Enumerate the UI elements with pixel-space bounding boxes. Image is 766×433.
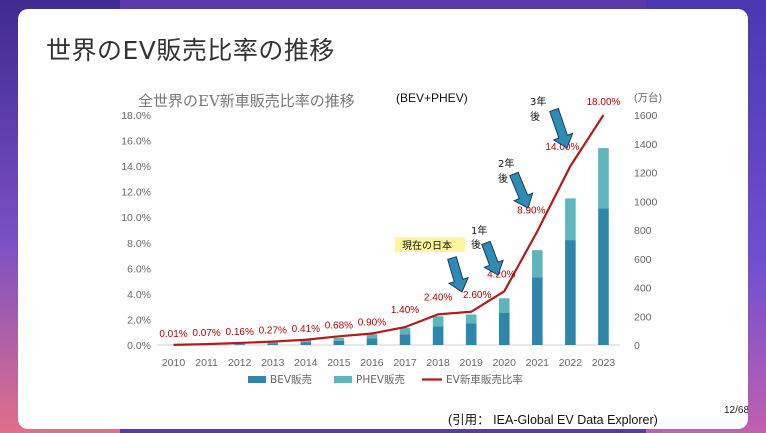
annotation-2yr-line1: 2年	[498, 157, 514, 170]
y-left-tick-label: 6.0%	[127, 263, 151, 275]
annotation-1yr-line1: 1年	[471, 224, 487, 237]
chart-title: 全世界のEV新車販売比率の推移	[138, 92, 355, 110]
annotation-japan-now: 現在の日本	[402, 239, 452, 252]
bar-bev	[565, 240, 576, 345]
bar-phev	[565, 198, 576, 241]
bar-phev	[432, 316, 444, 327]
bar-phev	[366, 334, 378, 339]
ev-ratio-data-label: 0.27%	[259, 326, 287, 337]
x-tick-label: 2012	[228, 357, 252, 369]
annotation-3yr-line1: 3年	[530, 95, 546, 108]
y-right-tick-label: 200	[634, 311, 652, 323]
annotation-3yr-line2: 後	[530, 110, 540, 123]
ev-ratio-data-label: 18.00%	[587, 97, 621, 108]
x-tick-label: 2020	[493, 357, 517, 369]
x-tick-label: 2016	[360, 357, 384, 369]
bar-phev	[498, 298, 510, 313]
arrow-icon	[549, 107, 574, 149]
x-tick-label: 2011	[195, 357, 218, 369]
ev-ratio-data-label: 1.40%	[391, 305, 419, 316]
page-number: 12/68	[724, 405, 748, 416]
slide: 世界のEV販売比率の推移 全世界のEV新車販売比率の推移 (BEV+PHEV) …	[18, 9, 748, 429]
chart-subtitle: (BEV+PHEV)	[396, 91, 468, 105]
y-right-tick-label: 0	[634, 340, 640, 352]
bar-phev	[267, 342, 279, 344]
y-right-unit-label: (万台)	[634, 91, 662, 104]
ev-ratio-data-label: 8.90%	[517, 205, 545, 216]
bar-phev	[598, 148, 609, 209]
y-left-tick-label: 10.0%	[121, 212, 151, 224]
y-left-tick-label: 12.0%	[121, 187, 151, 199]
x-tick-label: 2021	[526, 357, 550, 369]
bar-phev	[300, 340, 312, 343]
bar-bev	[333, 340, 345, 345]
x-tick-label: 2022	[559, 357, 583, 369]
annotation-2yr-line2: 後	[498, 172, 508, 185]
bar-bev	[366, 338, 378, 345]
ev-ratio-data-label: 2.60%	[463, 290, 491, 301]
bar-bev	[532, 277, 543, 345]
arrow-icon	[447, 256, 470, 293]
y-right-tick-label: 1600	[634, 110, 658, 122]
legend-label-bev: BEV販売	[270, 373, 312, 386]
legend-swatch-bev	[248, 376, 266, 383]
arrow-icon	[481, 240, 504, 276]
x-tick-label: 2018	[426, 357, 450, 369]
x-tick-label: 2013	[261, 357, 285, 369]
bar-bev	[432, 326, 444, 345]
x-tick-label: 2017	[393, 357, 417, 369]
ev-ratio-data-label: 14.00%	[545, 142, 579, 153]
y-right-tick-label: 800	[634, 225, 652, 237]
ev-ratio-data-label: 4.20%	[487, 269, 515, 280]
y-right-tick-label: 1400	[634, 139, 658, 151]
x-tick-label: 2015	[327, 357, 351, 369]
bar-bev	[267, 343, 279, 345]
ev-ratio-data-label: 2.40%	[424, 292, 452, 303]
bar-bev	[234, 344, 245, 345]
ev-ratio-data-label: 0.68%	[325, 320, 353, 331]
y-left-tick-label: 16.0%	[121, 136, 151, 148]
annotation-highlight	[395, 237, 465, 252]
x-tick-label: 2014	[294, 357, 318, 369]
ev-ratio-data-label: 0.07%	[192, 328, 220, 339]
x-tick-label: 2010	[162, 357, 186, 369]
x-tick-label: 2019	[459, 357, 483, 369]
slide-title: 世界のEV販売比率の推移	[46, 36, 335, 65]
legend-swatch-phev	[334, 376, 352, 383]
ev-ratio-data-label: 0.01%	[159, 329, 187, 340]
bar-bev	[498, 312, 510, 345]
y-left-tick-label: 2.0%	[127, 314, 151, 326]
bar-bev	[300, 342, 312, 345]
annotation-1yr-line2: 後	[471, 238, 481, 251]
legend-label-phev: PHEV販売	[356, 373, 405, 386]
y-left-tick-label: 8.0%	[127, 238, 151, 250]
bar-phev	[399, 327, 411, 335]
ev-ratio-line	[173, 114, 605, 346]
y-right-tick-label: 600	[634, 254, 652, 266]
y-left-tick-label: 14.0%	[121, 161, 151, 173]
bar-phev	[465, 314, 477, 324]
source-citation: (引用： IEA-Global EV Data Explorer)	[448, 413, 658, 427]
bar-bev	[399, 334, 411, 345]
y-left-tick-label: 4.0%	[127, 289, 151, 301]
x-tick-label: 2023	[592, 357, 616, 369]
ev-ratio-data-label: 0.41%	[292, 324, 320, 335]
y-left-tick-label: 0.0%	[127, 340, 151, 352]
y-left-tick-label: 18.0%	[121, 110, 151, 122]
arrow-icon	[509, 171, 534, 209]
ev-ratio-data-label: 0.90%	[358, 318, 386, 329]
y-right-tick-label: 1000	[634, 196, 658, 208]
y-right-tick-label: 1200	[634, 168, 658, 180]
legend-label-line: EV新車販売比率	[446, 373, 523, 386]
bar-phev	[333, 337, 345, 341]
y-right-tick-label: 400	[634, 283, 652, 295]
bar-bev	[465, 323, 477, 345]
ev-ratio-data-label: 0.16%	[225, 327, 253, 338]
bar-phev	[532, 250, 543, 278]
bar-bev	[598, 208, 609, 345]
